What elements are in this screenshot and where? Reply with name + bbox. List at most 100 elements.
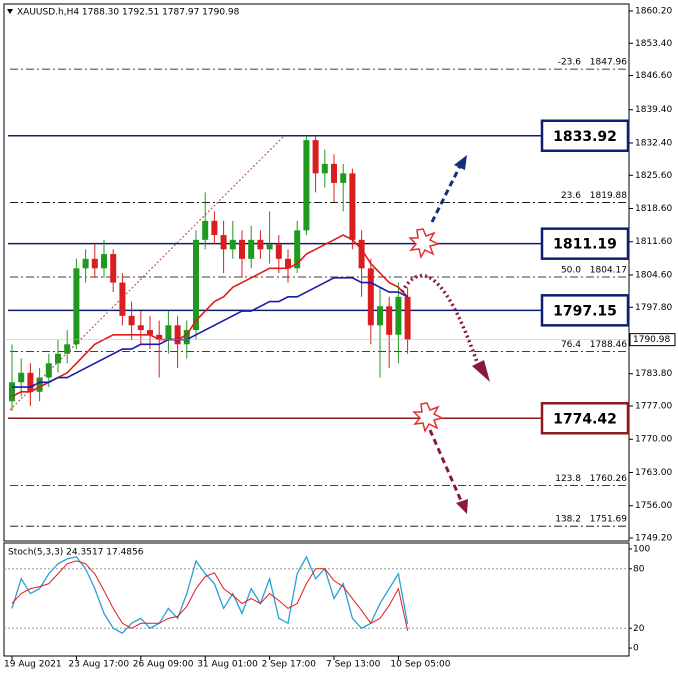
burst-icon xyxy=(408,228,441,259)
candle-body xyxy=(248,239,255,259)
level-box: 1811.19 xyxy=(540,227,630,260)
candle-body xyxy=(266,244,273,250)
candle-body xyxy=(156,334,163,340)
y-tick-label: 1804.60 xyxy=(635,270,672,280)
arrow-head xyxy=(472,360,490,382)
level-box: 1833.92 xyxy=(540,119,630,153)
candle-body xyxy=(82,258,89,269)
plot-layer: 1860.20 1853.40 1846.60 1839.40 1832.40 1825.… xyxy=(4,6,676,670)
y-tick-label: 1749.20 xyxy=(635,534,672,544)
y-tick-label: 1832.40 xyxy=(635,138,672,148)
y-tick-label: 1818.60 xyxy=(635,204,672,214)
x-tick-label: 26 Aug 09:00 xyxy=(133,660,194,670)
candle-body xyxy=(36,377,43,392)
fib-ratio: 138.2 xyxy=(555,515,581,525)
moving-average xyxy=(11,234,409,398)
fib-ratio: 23.6 xyxy=(561,191,581,201)
x-tick-label: 19 Aug 2021 xyxy=(4,660,62,670)
level-label: 1774.42 xyxy=(553,411,617,427)
arrow-down xyxy=(400,273,480,366)
x-tick-label: 2 Sep 17:00 xyxy=(262,660,317,670)
arrow-up xyxy=(430,165,462,223)
stoch-tick-label: 20 xyxy=(633,624,645,634)
fib-value: 1788.46 xyxy=(590,340,627,350)
candle-body xyxy=(73,268,80,345)
fib-value: 1760.26 xyxy=(590,474,627,484)
candle-body xyxy=(294,230,301,269)
level-label: 1811.19 xyxy=(553,237,617,253)
fib-value: 1804.17 xyxy=(590,266,627,276)
y-tick-label: 1853.40 xyxy=(635,39,672,49)
candle-body xyxy=(137,325,144,331)
main-frame xyxy=(3,3,630,542)
level-label: 1797.15 xyxy=(553,303,617,319)
level-box: 1797.15 xyxy=(540,294,630,327)
candle-body xyxy=(183,330,190,345)
level-box: 1774.42 xyxy=(540,402,630,435)
y-tick-label: 1777.00 xyxy=(635,402,672,412)
candle-body xyxy=(275,244,282,259)
y-tick-label: 1797.80 xyxy=(635,303,672,313)
fib-value: 1819.88 xyxy=(590,191,627,201)
stoch-tick-label: 100 xyxy=(633,544,650,554)
candle-body xyxy=(101,254,107,269)
current-price-box xyxy=(629,333,676,347)
candle-body xyxy=(220,235,227,250)
fib-value: 1751.69 xyxy=(590,515,627,525)
candle-body xyxy=(174,325,181,345)
candle-body xyxy=(367,268,374,326)
candle-body xyxy=(27,372,34,392)
current-price-label: 1790.98 xyxy=(633,335,670,345)
candle-body xyxy=(211,220,218,236)
candle-body xyxy=(331,163,337,183)
y-tick-label: 1860.20 xyxy=(635,6,672,16)
level-box-frame xyxy=(540,402,630,435)
candle-body xyxy=(395,296,402,335)
candle-body xyxy=(119,282,126,316)
arrow-down xyxy=(428,429,464,504)
candle-body xyxy=(202,220,209,240)
y-tick-label: 1770.00 xyxy=(635,435,672,445)
arrow-head xyxy=(454,155,467,170)
arrow-head xyxy=(456,499,468,514)
burst-icon xyxy=(412,402,445,433)
candle-body xyxy=(64,344,71,354)
level-label: 1833.92 xyxy=(553,129,617,145)
candle-body xyxy=(312,140,319,174)
candle-body xyxy=(110,254,117,283)
candle-body xyxy=(55,353,61,364)
candle-body xyxy=(45,363,52,378)
y-tick-label: 1846.60 xyxy=(635,71,672,81)
candle-body xyxy=(349,173,356,240)
y-tick-label: 1763.00 xyxy=(635,468,672,478)
x-tick-label: 10 Sep 05:00 xyxy=(390,660,450,670)
candle-body xyxy=(303,140,310,231)
trend-line xyxy=(9,134,286,411)
fib-ratio: 50.0 xyxy=(561,266,581,276)
stoch-title: Stoch(5,3,3) 24.3517 17.4856 xyxy=(8,548,144,558)
candle-body xyxy=(147,330,153,335)
candle-body xyxy=(404,296,411,340)
candle-body xyxy=(285,258,291,269)
candle-body xyxy=(239,239,245,259)
y-tick-label: 1811.60 xyxy=(635,237,672,247)
candle-body xyxy=(386,306,393,335)
candle-body xyxy=(321,163,328,174)
x-tick-label: 23 Aug 17:00 xyxy=(68,660,129,670)
candle-body xyxy=(193,239,199,331)
stoch-tick-label: 80 xyxy=(633,564,645,574)
x-tick-label: 31 Aug 01:00 xyxy=(197,660,258,670)
candle-body xyxy=(18,372,25,383)
candle-body xyxy=(165,325,172,340)
level-box-frame xyxy=(540,294,630,327)
level-box-frame xyxy=(540,227,630,260)
y-tick-label: 1839.40 xyxy=(635,105,672,115)
fib-ratio: 123.8 xyxy=(555,474,581,484)
y-tick-label: 1783.80 xyxy=(635,369,672,379)
candle-body xyxy=(257,239,264,250)
candle-body xyxy=(340,173,347,183)
candle-body xyxy=(9,382,15,402)
y-tick-label: 1756.00 xyxy=(635,501,672,511)
fib-value: 1847.96 xyxy=(590,58,627,68)
